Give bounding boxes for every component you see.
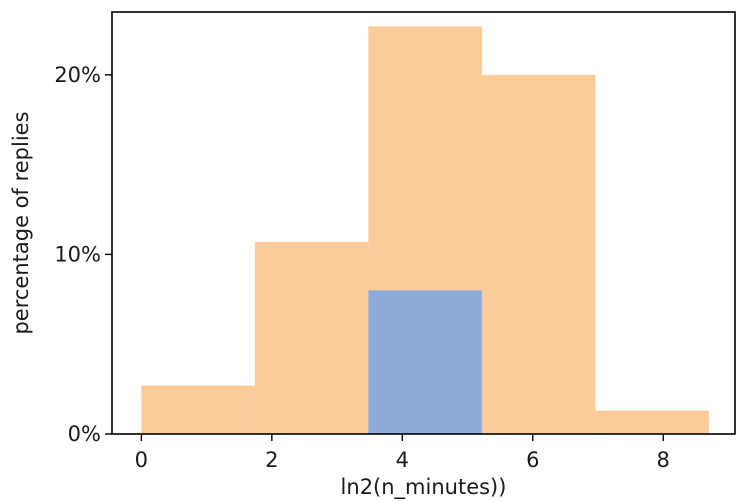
histogram-bar-s0-b3 [481, 74, 596, 434]
x-tick-label: 4 [396, 448, 409, 472]
y-axis-label: percentage of replies [9, 111, 33, 334]
x-axis-ticks: 0 2 4 6 8 [135, 434, 670, 472]
histogram-bar-s0-b1 [254, 241, 369, 434]
x-tick-label: 0 [135, 448, 148, 472]
histogram-bars [141, 26, 709, 434]
y-axis-ticks: 0% 10% 20% [54, 63, 112, 446]
x-axis-label: ln2(n_minutes)) [341, 475, 507, 500]
plot-frame [111, 11, 736, 435]
x-tick-label: 8 [657, 448, 670, 472]
histogram-bar-s0-b0 [141, 385, 255, 434]
histogram-bar-s1-b0 [368, 290, 482, 434]
x-tick-label: 2 [265, 448, 278, 472]
y-tick-label: 10% [54, 242, 101, 266]
histogram-bar-s0-b4 [595, 410, 709, 434]
y-tick-label: 20% [54, 63, 101, 87]
x-tick-label: 6 [526, 448, 539, 472]
y-tick-label: 0% [68, 422, 101, 446]
